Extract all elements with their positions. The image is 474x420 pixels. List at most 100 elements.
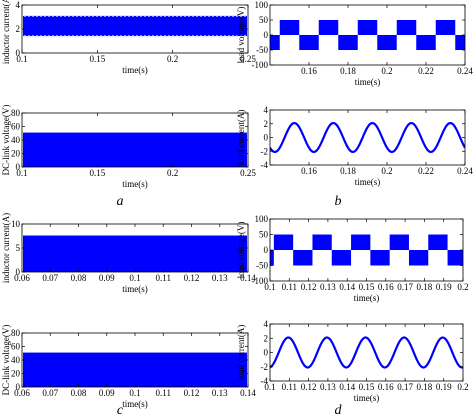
y-tick-label: 10 [11,219,21,229]
subplot-a_top: 0.1 0.15 0.2 0.25 0 2 4 time(s) inductor current… [1,0,256,75]
pwm-pulse-block [416,35,436,50]
x-tick-label: 0.18 [340,66,356,76]
x-tick-label: 0.16 [378,282,394,292]
x-tick-label: 0.08 [71,273,87,283]
x-tick-label: 0.18 [340,166,356,176]
x-tick-label: 0.14 [339,382,355,392]
series-envelope [23,352,247,387]
axes-frame [269,109,466,166]
series-envelope [23,15,247,37]
x-tick-label: 0.11 [156,388,171,398]
x-tick-label: 0.09 [99,388,115,398]
x-tick-label: 0.11 [156,273,171,283]
trace-group [23,132,247,167]
y-tick-label: 0 [16,382,21,392]
x-tick-label: 0.11 [282,382,297,392]
series-line [270,121,465,154]
y-tick-label: -2 [261,146,269,156]
x-tick-label: 0.25 [240,54,256,64]
y-axis-label: load current(A) [236,325,246,381]
x-tick-label: 0.06 [14,273,30,283]
panel-label-b: b [335,194,342,209]
y-tick-label: -100 [252,276,269,286]
y-tick-label: 50 [259,15,269,25]
series-envelope [23,235,247,272]
envelope-ripple-bottom [22,35,248,38]
x-axis-label: time(s) [354,393,380,403]
pwm-pulse-block [331,250,352,266]
x-tick-label: 0.1 [264,382,275,392]
subplot-a_bottom: 0.1 0.15 0.2 0.25 0 20 40 60 80 time(s) DC-link vo… [1,105,256,189]
x-tick-label: 0.17 [397,282,413,292]
x-tick-label: 0.15 [359,382,375,392]
y-axis-label: load voltage(V) [236,222,246,279]
x-tick-label: 0.24 [457,66,473,76]
y-tick-label: 0 [16,48,21,58]
pwm-pulse-block [279,20,300,35]
x-tick-label: 0.1 [264,282,275,292]
y-tick-label: -4 [261,160,269,170]
pwm-pulse-block [389,234,409,250]
y-tick-label: 4 [264,105,269,115]
y-tick-label: 100 [255,0,269,10]
x-tick-label: 0.12 [301,382,317,392]
trace-group [270,121,465,154]
y-tick-label: 4 [16,0,21,10]
pwm-pulse-block [455,35,465,50]
x-axis-label: time(s) [355,177,381,187]
trace-group [270,336,463,369]
x-tick-label: 0.15 [89,54,105,64]
y-tick-label: 80 [11,328,21,338]
pwm-pulse-block [338,35,358,50]
x-axis-label: time(s) [122,65,148,75]
y-tick-label: 80 [11,108,21,118]
pwm-pulse-block [318,20,339,35]
y-tick-label: -50 [256,261,268,271]
trace-group [270,20,465,50]
x-tick-label: 0.18 [417,382,433,392]
x-tick-label: 0.18 [417,282,433,292]
x-tick-label: 0.14 [339,282,355,292]
panel-label-c: c [117,403,124,418]
x-tick-label: 0.14 [240,273,256,283]
x-axis-label: time(s) [122,179,148,189]
pwm-pulse-block [447,250,463,266]
y-tick-label: 2 [264,119,269,129]
subplot-b_bottom: 0.16 0.18 0.2 0.22 0.24 -4 -2 0 2 4 time(s) load cu… [236,105,473,187]
x-tick-label: 0.2 [457,282,468,292]
x-tick-label: 0.11 [282,282,297,292]
y-tick-label: 20 [11,369,21,379]
pwm-pulse-block [293,250,313,266]
x-tick-label: 0.12 [184,273,200,283]
x-axis-label: time(s) [122,284,148,294]
pwm-pulse-block [377,35,397,50]
pwm-pulse-block [273,234,294,250]
x-tick-label: 0.15 [89,168,105,178]
y-tick-label: -50 [256,45,268,55]
x-tick-label: 0.07 [42,388,58,398]
x-tick-label: 0.2 [381,66,392,76]
x-tick-label: 0.06 [14,388,30,398]
x-tick-label: 0.2 [167,54,178,64]
y-tick-label: -2 [261,362,269,372]
x-tick-label: 0.15 [359,282,375,292]
x-tick-label: 0.16 [301,66,317,76]
y-tick-label: -100 [252,60,269,70]
x-tick-label: 0.19 [436,282,452,292]
x-tick-label: 0.1 [16,168,27,178]
y-tick-label: 0 [264,133,269,143]
panel-label-a: a [117,194,124,209]
pwm-pulse-block [408,250,429,266]
y-tick-label: 40 [11,135,21,145]
y-axis-label: load voltage(V) [236,7,246,64]
y-axis-label: DC-link voltage(V) [1,105,11,176]
x-tick-label: 0.1 [129,273,140,283]
trace-group [23,352,247,387]
subplot-c_top: 0.06 0.07 0.08 0.09 0.1 0.11 0.12 0.13 0.14 0 5 10 t… [1,213,256,294]
trace-group [22,14,248,38]
y-tick-label: 2 [16,24,21,34]
x-axis-label: time(s) [355,77,381,87]
x-tick-label: 0.13 [212,273,228,283]
